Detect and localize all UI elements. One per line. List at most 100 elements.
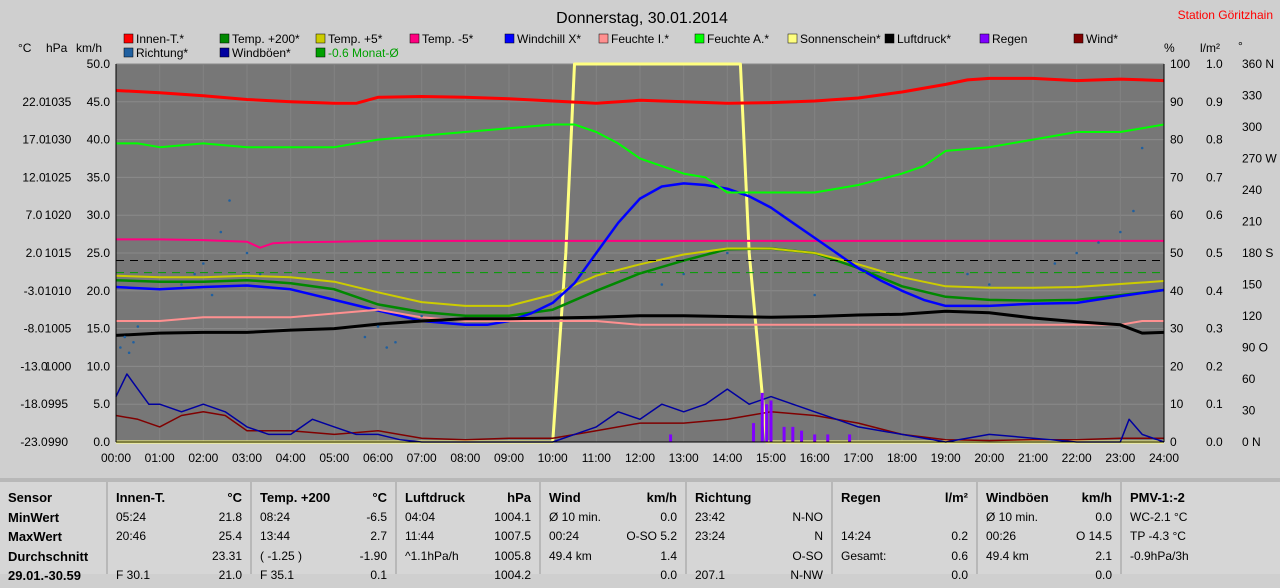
legend-label: Windchill X*	[517, 32, 581, 46]
y-tick-label-humidity: 0	[1170, 435, 1177, 449]
stats-row: ^1.1hPa/h 1005.8	[405, 549, 531, 569]
stats-row: 23.31	[116, 549, 242, 569]
y-tick-label-direction: 60	[1242, 372, 1256, 386]
stats-column: Innen-T. °C 05:24 21.8 20:46 25.4 23.31 F 30.1 2…	[108, 482, 250, 582]
legend-swatch	[315, 47, 326, 58]
stats-cell: Durchschnitt	[8, 548, 89, 564]
series-line-innen-t	[115, 76, 1165, 105]
y-tick-label-pressure: 1035	[45, 95, 72, 109]
stats-column: Windböen km/h Ø 10 min. 0.0 00:26 O 14.5 49.4 …	[978, 482, 1120, 582]
stats-header: Windböen km/h	[986, 490, 1112, 510]
direction-dot	[1140, 146, 1144, 150]
x-tick-label: 03:00	[232, 451, 262, 465]
stats-cell: 207.1	[695, 568, 726, 582]
stats-row: 20:46 25.4	[116, 529, 242, 549]
y-tick-label-pressure: 1010	[45, 284, 72, 298]
stats-header: Wind km/h	[549, 490, 677, 510]
stats-cell: 2.7	[370, 529, 387, 543]
chart-title: Donnerstag, 30.01.2014	[556, 10, 728, 27]
stats-cell: 1007.5	[494, 529, 531, 543]
stats-header-cell: km/h	[646, 490, 677, 505]
stats-header-cell: PMV-1:-2	[1130, 490, 1185, 505]
stats-cell: N-NO	[792, 509, 823, 524]
direction-dot	[376, 325, 380, 328]
stats-cell: 49.4 km	[986, 548, 1029, 563]
stats-header-cell: Regen	[841, 490, 881, 505]
axis-unit-humidity: %	[1164, 41, 1175, 55]
direction-dot	[123, 335, 127, 339]
x-tick-label: 19:00	[931, 451, 961, 465]
stats-cell: 11:44	[405, 529, 435, 543]
y-tick-label-direction: 240	[1242, 183, 1262, 197]
y-tick-label-humidity: 80	[1170, 133, 1184, 147]
stats-row: 11:44 1007.5	[405, 529, 531, 549]
y-tick-label-direction: 360 N	[1242, 57, 1274, 71]
x-tick-label: 07:00	[407, 451, 437, 465]
x-tick-label: 14:00	[712, 451, 742, 465]
y-tick-label-rain: 0.0	[1206, 435, 1223, 449]
stats-header-cell: Windböen	[986, 490, 1049, 505]
y-tick-label-rain: 0.4	[1206, 284, 1223, 298]
x-tick-label: 23:00	[1105, 451, 1135, 465]
y-tick-label-pressure: 1030	[45, 133, 72, 147]
stats-column: Richtung 23:42 N-NO 23:24 N O-SO 207.1 N-NW	[687, 482, 831, 582]
stats-cell: 00:24	[549, 529, 580, 543]
stats-cell: O 14.5	[1075, 529, 1112, 543]
x-tick-label: 05:00	[319, 451, 349, 465]
stats-header-cell: Innen-T.	[116, 490, 166, 505]
stats-cell: 49.4 km	[549, 548, 592, 563]
y-tick-label-rain: 0.7	[1206, 170, 1223, 184]
stats-cell: Gesamt:	[841, 548, 887, 563]
stats-cell: N	[814, 529, 823, 543]
stats-row: ( -1.25 ) -1.90	[260, 549, 387, 569]
stats-cell: 0.0	[1095, 509, 1112, 524]
stats-header-cell: Richtung	[695, 490, 752, 505]
y-tick-label-rain: 0.3	[1206, 322, 1223, 336]
weather-chart: 00:00 01:00 02:00 03:00 04:00 05:00 06:00 07:00…	[18, 8, 1278, 465]
stats-cell: 05:24	[116, 509, 147, 524]
stats-cell: MinWert	[8, 509, 60, 525]
axis-unit-temp: °C	[18, 41, 32, 55]
legend-label: Luftdruck*	[897, 32, 951, 46]
y-tick-label-direction: 210	[1242, 215, 1262, 229]
y-tick-label-rain: 0.9	[1206, 95, 1223, 109]
rain-bar	[669, 434, 673, 442]
legend-swatch	[409, 33, 420, 44]
stats-cell: 2.1	[1095, 548, 1112, 563]
stats-cell: 21.0	[218, 568, 242, 582]
stats-header-cell: Temp. +200	[260, 490, 331, 505]
x-tick-label: 21:00	[1018, 451, 1048, 465]
stats-header: Luftdruck hPa	[405, 490, 531, 510]
series-line-feuchte-a	[116, 123, 1165, 194]
stats-cell: -0.9hPa/3h	[1130, 548, 1189, 563]
stats-cell: O-SO 5.2	[626, 529, 677, 543]
stats-cell: -1.90	[359, 548, 387, 563]
y-tick-label-humidity: 100	[1170, 57, 1190, 71]
direction-dot	[228, 199, 231, 202]
stats-row: 49.4 km 2.1	[986, 549, 1112, 569]
legend-label: Temp. +200*	[232, 32, 300, 46]
legend-label: Temp. +5*	[328, 32, 383, 46]
rain-bar	[791, 426, 795, 442]
legend-label: Innen-T.*	[136, 32, 184, 46]
stats-row	[841, 510, 968, 530]
stats-column: Sensor MinWert MaxWert Durchschnitt 29.01.-3…	[0, 482, 106, 583]
direction-dot	[202, 262, 205, 265]
x-tick-label: 15:00	[756, 451, 786, 465]
stats-row: Gesamt: 0.6	[841, 549, 968, 569]
stats-row: 00:26 O 14.5	[986, 529, 1112, 549]
y-tick-label-temp: -23.0	[20, 435, 48, 449]
legend-label: Windböen*	[232, 46, 291, 60]
station-name: Station Göritzhain	[1178, 8, 1273, 22]
legend-swatch	[123, 47, 134, 58]
y-tick-label-direction: 330	[1242, 89, 1262, 103]
stats-row: TP -4.3 °C	[1130, 529, 1272, 549]
stats-cell: 0.0	[660, 509, 677, 524]
stats-row: 0.0	[549, 568, 677, 588]
y-tick-label-humidity: 50	[1170, 246, 1184, 260]
stats-header-cell: Luftdruck	[405, 490, 465, 505]
direction-dot	[394, 340, 397, 344]
y-tick-label-pressure: 1025	[45, 170, 72, 184]
stats-cell: 1004.2	[494, 568, 531, 582]
stats-header: PMV-1:-2	[1130, 490, 1272, 510]
